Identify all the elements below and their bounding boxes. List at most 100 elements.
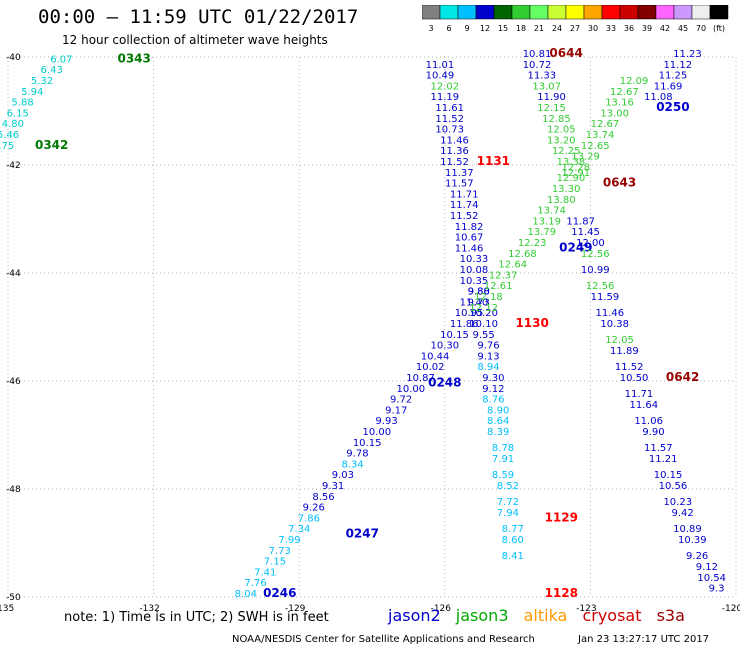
swh-value-label: 10.39 xyxy=(678,535,707,546)
swh-value-label: 11.37 xyxy=(445,168,474,179)
swh-value-label: 8.39 xyxy=(487,427,509,438)
swh-value-label: 10.08 xyxy=(460,265,489,276)
swh-value-label: 10.49 xyxy=(426,71,455,82)
swh-value-label: 11.82 xyxy=(455,222,484,233)
swh-value-label: 11.46 xyxy=(440,135,469,146)
swh-value-label: 7.34 xyxy=(288,524,310,535)
swh-value-label: 7.94 xyxy=(497,508,519,519)
swh-value-label: 6.43 xyxy=(41,65,63,76)
colorbar-swatch xyxy=(709,5,729,20)
swh-value-label: 11.40 xyxy=(460,297,489,308)
colorbar-label: 27 xyxy=(570,24,580,33)
swh-value-label: 11.59 xyxy=(591,292,620,303)
pass-time-label: 0247 xyxy=(346,527,379,541)
swh-value-label: 10.02 xyxy=(416,362,445,373)
swh-value-label: 11.90 xyxy=(537,92,566,103)
swh-value-label: 11.87 xyxy=(566,216,595,227)
y-tick-label: -40 xyxy=(6,53,21,63)
colorbar-label: 42 xyxy=(660,24,670,33)
swh-value-label: 12.00 xyxy=(576,238,605,249)
colorbar-label: 39 xyxy=(642,24,652,33)
pass-time-label: 1129 xyxy=(545,510,578,524)
swh-value-label: 5.32 xyxy=(31,76,53,87)
swh-value-label: 10.50 xyxy=(620,373,649,384)
swh-value-label: 12.61 xyxy=(484,281,513,292)
colorbar-label: 12 xyxy=(480,24,490,33)
swh-value-label: 11.33 xyxy=(528,71,557,82)
x-tick-label: -135 xyxy=(0,604,14,614)
swh-value-label: 12.91 xyxy=(562,168,591,179)
swh-value-label: 11.01 xyxy=(426,60,455,71)
swh-value-label: 10.56 xyxy=(659,481,688,492)
swh-value-label: 13.74 xyxy=(586,130,615,141)
swh-value-label: 7.72 xyxy=(497,497,519,508)
swh-value-label: 10.72 xyxy=(523,60,552,71)
swh-value-label: 11.64 xyxy=(629,400,658,411)
swh-value-label: 11.23 xyxy=(673,49,702,60)
swh-value-label: 12.64 xyxy=(498,260,527,271)
swh-value-label: 8.94 xyxy=(477,362,499,373)
swh-value-label: 13.74 xyxy=(537,206,566,217)
track-cryosat: 1131 1130 1129 1128 xyxy=(477,154,578,600)
swh-value-label: 9.3 xyxy=(709,584,725,595)
credit-text: NOAA/NESDIS Center for Satellite Applica… xyxy=(232,634,535,645)
swh-value-label: 13.19 xyxy=(532,216,561,227)
swh-value-label: 12.65 xyxy=(581,141,610,152)
track-jason3: 12.0912.6713.1613.0012.6713.7412.6513.29… xyxy=(469,76,689,314)
swh-value-label: 12.56 xyxy=(586,281,615,292)
x-tick-label: -120 xyxy=(722,604,740,614)
track-jason2: 11.0110.4912.0211.1911.6111.5210.7311.46… xyxy=(426,60,524,562)
swh-value-label: 10.38 xyxy=(600,319,629,330)
swh-value-label: 8.04 xyxy=(235,589,257,600)
swh-value-label: 13.38 xyxy=(557,157,586,168)
swh-value-label: 8.34 xyxy=(341,459,363,470)
swh-value-label: 6.07 xyxy=(50,54,72,65)
swh-value-label: 10.23 xyxy=(663,497,692,508)
swh-value-label: 13.80 xyxy=(547,195,576,206)
swh-value-label: 11.19 xyxy=(430,92,459,103)
swh-value-label: 12.23 xyxy=(518,238,547,249)
swh-value-label: 12.05 xyxy=(605,335,634,346)
swh-value-label: 9.26 xyxy=(303,503,325,514)
pass-time-label: 0342 xyxy=(35,138,68,152)
swh-value-label: 10.95 xyxy=(455,308,484,319)
swh-value-label: 5.94 xyxy=(21,87,43,98)
swh-value-label: 12.68 xyxy=(508,249,537,260)
chart-subtitle: 12 hour collection of altimeter wave hei… xyxy=(62,33,328,47)
y-tick-label: -42 xyxy=(6,161,21,171)
swh-value-label: 10.00 xyxy=(363,427,392,438)
colorbar-label: 70 xyxy=(696,24,706,33)
pass-time-label: 0246 xyxy=(263,586,296,600)
swh-value-label: 7.41 xyxy=(254,567,276,578)
swh-value-label: 7.76 xyxy=(244,578,266,589)
swh-value-label: 10.67 xyxy=(455,233,484,244)
swh-value-label: 10.30 xyxy=(430,341,459,352)
swh-value-label: 13.00 xyxy=(600,108,629,119)
mission-legend-jason2: jason2 xyxy=(388,606,441,625)
swh-value-label: 10.15 xyxy=(440,330,469,341)
swh-value-label: 11.89 xyxy=(610,346,639,357)
swh-value-label: 8.59 xyxy=(492,470,514,481)
swh-value-label: 8.64 xyxy=(487,416,509,427)
swh-value-label: 10.89 xyxy=(673,524,702,535)
swh-value-label: 12.90 xyxy=(557,173,586,184)
swh-value-label: 10.10 xyxy=(469,319,498,330)
colorbar-label: 36 xyxy=(624,24,634,33)
swh-value-label: 9.90 xyxy=(642,427,664,438)
swh-value-label: 10.33 xyxy=(460,254,489,265)
swh-value-label: 12.25 xyxy=(552,146,581,157)
pass-time-label: 1128 xyxy=(545,586,578,600)
track-jason2: 9.8811.4010.9511.8610.1510.3010.4410.021… xyxy=(235,287,490,600)
colorbar-label: 30 xyxy=(588,24,598,33)
swh-value-label: 9.30 xyxy=(482,373,504,384)
swh-value-label: 10.73 xyxy=(435,125,464,136)
colorbar-label: 3 xyxy=(428,24,433,33)
swh-value-label: 12.02 xyxy=(430,81,459,92)
swh-value-label: 12.85 xyxy=(542,114,571,125)
pass-time-label: 0643 xyxy=(603,176,636,190)
swh-value-label: 4.75 xyxy=(0,141,14,152)
swh-value-label: 7.15 xyxy=(264,557,286,568)
swh-value-label: 11.08 xyxy=(644,92,673,103)
y-tick-label: -46 xyxy=(6,377,21,387)
